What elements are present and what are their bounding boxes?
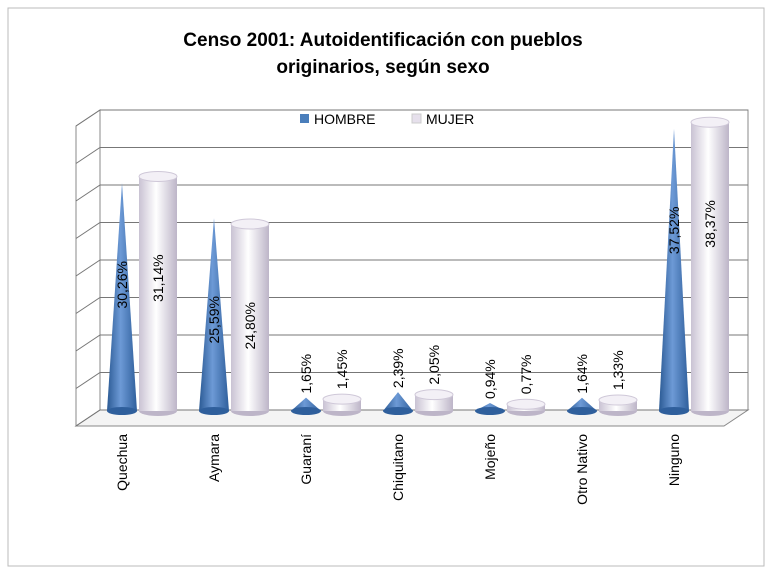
grid-line: [75, 184, 748, 202]
chart-title: originarios, según sexo: [276, 57, 489, 78]
cone: [383, 392, 413, 415]
grid-line: [75, 372, 748, 389]
cylinder-top: [138, 170, 178, 182]
x-tick-label: Quechua: [114, 434, 130, 491]
data-label: 31,14%: [150, 254, 166, 301]
cylinder-top: [414, 389, 454, 401]
cone-base: [107, 407, 137, 415]
x-tick-label: Chiquitano: [390, 434, 406, 501]
cone-body: [383, 392, 413, 411]
data-label: 30,26%: [114, 261, 130, 308]
data-label: 1,64%: [574, 354, 590, 394]
cone: [199, 218, 229, 415]
cylinder: [598, 394, 638, 416]
cylinder-body: [323, 399, 361, 411]
cone: [475, 402, 505, 415]
data-label: 0,77%: [518, 355, 534, 395]
x-tick-label: Guaraní: [298, 434, 314, 485]
grid-line: [75, 109, 748, 127]
cylinder-body: [231, 224, 269, 411]
data-label: 2,05%: [426, 345, 442, 385]
data-label: 37,52%: [666, 207, 682, 254]
cylinder-top: [598, 394, 638, 406]
cylinder-top: [230, 218, 270, 230]
cone-base: [567, 407, 597, 415]
x-tick-label: Mojeño: [482, 434, 498, 480]
cylinder-top: [690, 116, 730, 128]
data-label: 24,80%: [242, 302, 258, 349]
cylinder-body: [691, 122, 729, 411]
cone-body: [199, 218, 229, 411]
cone-base: [659, 407, 689, 415]
grid-line: [75, 334, 748, 352]
cylinder: [138, 170, 178, 416]
cone: [659, 128, 689, 415]
legend-swatch: [411, 113, 422, 124]
data-label: 25,59%: [206, 296, 222, 343]
legend-label: MUJER: [426, 111, 474, 127]
cone: [567, 397, 597, 415]
grid-line: [75, 222, 748, 239]
cylinder-top: [506, 398, 546, 410]
data-label: 1,65%: [298, 354, 314, 394]
data-label: 38,37%: [702, 200, 718, 247]
x-tick-label: Otro Nativo: [574, 434, 590, 505]
plot-area: HOMBRE MUJER Quechua 30,26% 31,14% Aymara 25,5…: [74, 109, 750, 505]
chart-title: Censo 2001: Autoidentificación con puebl…: [183, 30, 582, 51]
cone-base: [475, 407, 505, 415]
cylinder-body: [139, 176, 177, 411]
cylinder: [690, 116, 730, 416]
cone-base: [291, 407, 321, 415]
grid-line: [75, 297, 748, 314]
cylinder-top: [322, 393, 362, 405]
cylinder: [506, 398, 546, 416]
x-tick-label: Aymara: [206, 434, 222, 482]
data-label: 2,39%: [390, 348, 406, 388]
cylinder: [230, 218, 270, 416]
cone: [291, 397, 321, 415]
cone-body: [107, 183, 137, 411]
grid-line: [75, 147, 748, 164]
cone: [107, 183, 137, 415]
data-label: 1,33%: [610, 350, 626, 390]
grid-line: [75, 259, 748, 277]
cone-body: [659, 128, 689, 411]
data-label: 1,45%: [334, 349, 350, 389]
cylinder: [322, 393, 362, 416]
cylinder: [414, 389, 454, 416]
cone-base: [199, 407, 229, 415]
legend-label: HOMBRE: [314, 111, 375, 127]
data-label: 0,94%: [482, 359, 498, 399]
cone-base: [383, 407, 413, 415]
legend-swatch: [300, 114, 309, 123]
x-tick-label: Ninguno: [666, 434, 682, 486]
